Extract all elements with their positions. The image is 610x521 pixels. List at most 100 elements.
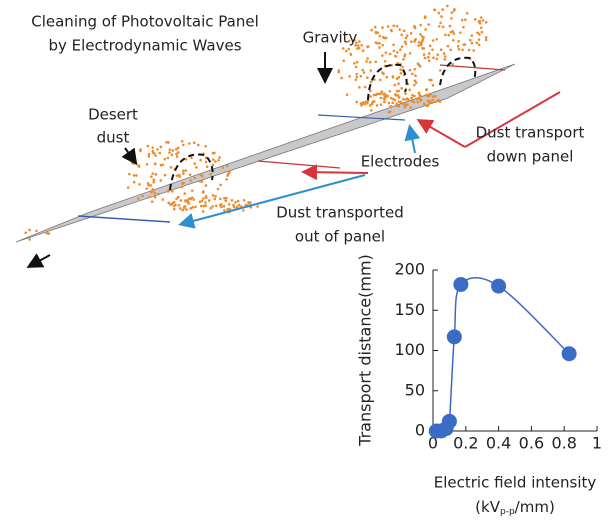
dust-particle [481, 19, 485, 22]
dust-particle [166, 156, 170, 160]
dust-particle [225, 178, 229, 181]
dust-particle [374, 30, 378, 34]
dust-particle [356, 47, 359, 50]
dust-particle [198, 179, 201, 183]
dust-particle [428, 78, 431, 82]
y-tick-label: 150 [394, 300, 425, 319]
wave-arrow [169, 153, 214, 191]
dust-particle [355, 41, 358, 45]
dust-particle [242, 198, 246, 202]
dust-particle [425, 88, 429, 91]
dust-particle [435, 57, 439, 61]
dust-particle [373, 25, 377, 29]
dust-particle [432, 95, 435, 98]
dust-particle [404, 92, 407, 95]
dust-particle [457, 48, 461, 51]
dust-particle [381, 54, 384, 57]
dust-particle [353, 62, 356, 65]
dust-particle [158, 151, 162, 155]
y-tick-label: 100 [394, 340, 425, 359]
dust-particle [424, 28, 427, 31]
dust-particle [176, 146, 180, 150]
dust-particle [449, 48, 452, 52]
dust-particle [168, 148, 172, 151]
dust-particle [178, 173, 181, 177]
dust-particle [404, 103, 407, 107]
dust-particle [360, 102, 364, 106]
dust-particle [183, 205, 187, 208]
dust-particle [135, 174, 138, 177]
dust-particle [365, 101, 369, 105]
dust-particle [225, 196, 228, 200]
trend-line [436, 277, 570, 432]
dust-particle [431, 98, 434, 102]
dust-particle [207, 199, 211, 202]
dust-particle [154, 154, 157, 157]
dust-particle [209, 206, 213, 210]
dust-particle [437, 98, 440, 102]
dust-particle [193, 176, 197, 180]
dust-particle [184, 157, 188, 161]
title: by Electrodynamic Waves [48, 37, 241, 55]
dust-particle [354, 78, 358, 82]
dust-particle [147, 154, 151, 158]
dust-particle [397, 104, 401, 108]
dust-particle [242, 209, 245, 212]
dust-particle [192, 198, 196, 201]
electrode-pointer [404, 124, 421, 154]
dust-particle [183, 192, 187, 195]
dust-particle [172, 204, 176, 208]
dust-particle [157, 192, 160, 196]
dust-particle [392, 49, 396, 53]
wave-arrow [439, 56, 477, 86]
dust-particle [437, 24, 441, 28]
dust-particle [156, 148, 159, 151]
dust-particle [368, 104, 372, 107]
dust-particle [347, 47, 351, 51]
dust-particle [359, 74, 363, 78]
dust-particle [353, 38, 356, 42]
dust-particle [150, 200, 154, 203]
dust-particle [232, 203, 235, 207]
x-axis-unit: (kVp-p/mm) [475, 498, 555, 517]
dust-particle [175, 174, 179, 177]
transport-down-arrow [416, 118, 466, 148]
dust-particle [394, 93, 397, 96]
dust-particle [441, 25, 445, 29]
dust-particle [256, 205, 259, 208]
dust-particle [236, 199, 240, 203]
electrode [257, 160, 341, 169]
panel-group [15, 63, 516, 243]
dust-particle [425, 104, 428, 108]
dust-particle [384, 51, 388, 54]
dust-particle [163, 157, 167, 161]
dust-particle [416, 100, 420, 104]
dust-particle [209, 172, 213, 176]
dust-particle [389, 96, 393, 100]
dust-particle [132, 174, 136, 177]
dust-particle [372, 93, 376, 97]
dust-particle [396, 94, 400, 97]
dust-particle [444, 33, 447, 37]
dust-particle [147, 152, 151, 156]
dust-particle [190, 156, 193, 160]
unit-part: /mm) [515, 498, 555, 516]
dust-particle [395, 104, 398, 107]
dust-particle [184, 169, 188, 172]
dust-particle [337, 70, 341, 74]
dust-particle [237, 203, 241, 207]
dust-particle [152, 189, 155, 192]
dust-particle [181, 208, 185, 212]
dust-particle [379, 96, 383, 100]
dust-particle [411, 72, 414, 76]
dust-particle [383, 95, 387, 98]
x-tick-label: 0.2 [453, 434, 478, 453]
dust-group [24, 4, 488, 241]
electrode-pointer [301, 164, 369, 181]
dust-particle [189, 207, 193, 210]
dust-particle [439, 48, 443, 52]
dust-particle [386, 25, 390, 28]
dust-particle [457, 39, 460, 43]
dust-particle [410, 96, 413, 100]
dust-particle [202, 197, 205, 200]
